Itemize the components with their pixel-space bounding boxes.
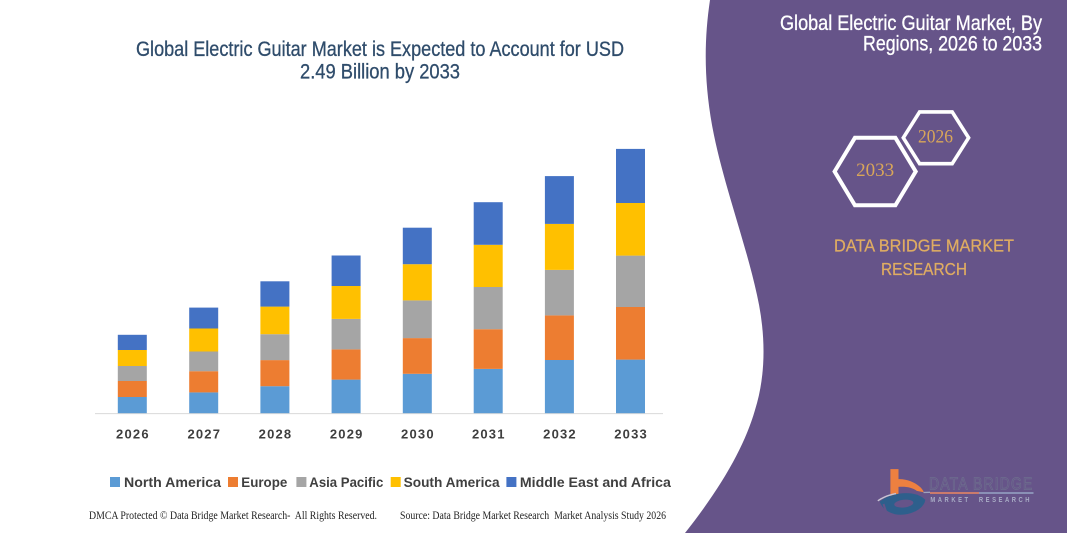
svg-text:2028: 2028	[259, 427, 292, 442]
svg-text:DATA BRIDGE: DATA BRIDGE	[929, 473, 1034, 493]
svg-text:MARKET RESEARCH: MARKET RESEARCH	[930, 497, 1032, 504]
svg-text:2027: 2027	[187, 427, 220, 442]
svg-text:Global Electric Guitar Market: Global Electric Guitar Market is Expecte…	[136, 38, 624, 61]
svg-text:2032: 2032	[543, 427, 576, 442]
svg-text:Regions, 2026 to 2033: Regions, 2026 to 2033	[863, 33, 1042, 56]
svg-text:2026: 2026	[116, 427, 149, 442]
svg-text:2026: 2026	[918, 127, 953, 147]
svg-text:2033: 2033	[856, 161, 894, 181]
svg-text:South America: South America	[404, 474, 500, 490]
svg-text:RESEARCH: RESEARCH	[881, 259, 967, 279]
svg-text:2029: 2029	[330, 427, 363, 442]
svg-text:North America: North America	[124, 474, 221, 490]
svg-text:2030: 2030	[401, 427, 434, 442]
svg-text:Middle East and Africa: Middle East and Africa	[520, 474, 671, 490]
svg-text:Asia Pacific: Asia Pacific	[309, 474, 383, 490]
svg-text:Europe: Europe	[241, 474, 287, 490]
svg-text:DATA BRIDGE MARKET: DATA BRIDGE MARKET	[834, 235, 1014, 255]
svg-text:2.49 Billion by 2033: 2.49 Billion by 2033	[300, 61, 460, 84]
svg-text:Global Electric Guitar Market,: Global Electric Guitar Market, By	[780, 12, 1042, 35]
svg-text:2033: 2033	[614, 427, 647, 442]
svg-text:Source: Data Bridge Market Res: Source: Data Bridge Market Research Mark…	[400, 510, 666, 522]
svg-text:2031: 2031	[472, 427, 505, 442]
svg-text:DMCA Protected © Data Bridge M: DMCA Protected © Data Bridge Market Rese…	[89, 510, 377, 522]
